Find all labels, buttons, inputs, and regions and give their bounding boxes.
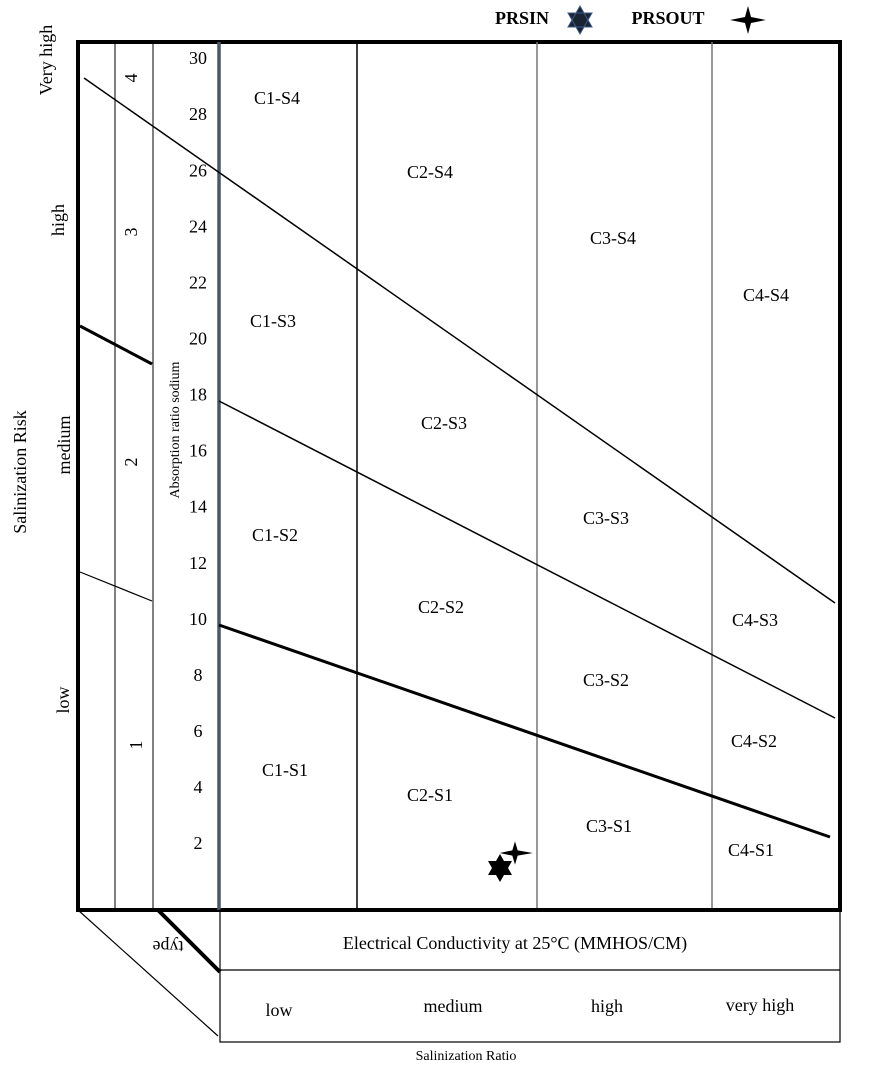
prsout-icon	[730, 6, 766, 34]
conductivity-class: medium	[424, 996, 483, 1016]
region-label: C3-S4	[590, 228, 636, 248]
risk-class: 4	[121, 74, 141, 83]
region-label: C1-S4	[254, 88, 300, 108]
risk-class: 2	[121, 458, 141, 467]
conductivity-title: Electrical Conductivity at 25°C (MMHOS/C…	[343, 933, 687, 954]
sar-tick-label: 2	[194, 833, 203, 853]
conductivity-class: very high	[726, 995, 794, 1015]
region-label: C1-S2	[252, 525, 298, 545]
sar-tick-label: 6	[194, 721, 203, 741]
sar-tick-label: 20	[189, 328, 207, 348]
risk-level: high	[48, 204, 68, 236]
sar-tick-label: 10	[189, 609, 207, 629]
risk-class: 1	[126, 741, 146, 750]
region-label: C2-S1	[407, 785, 453, 805]
region-label: C2-S3	[421, 413, 467, 433]
sar-tick-label: 26	[189, 160, 207, 180]
conductivity-class: high	[591, 996, 623, 1016]
risk-level: medium	[54, 416, 74, 475]
sar-tick-label: 8	[194, 665, 203, 685]
region-label: C4-S2	[731, 731, 777, 751]
sar-tick-label: 28	[189, 104, 207, 124]
sar-tick-label: 18	[189, 385, 207, 405]
prsin-point	[488, 854, 512, 882]
sar-axis-title: Absorption ratio sodium	[168, 361, 183, 498]
region-label: C1-S1	[262, 760, 308, 780]
sar-tick-label: 30	[189, 48, 207, 68]
prsin-icon	[567, 4, 593, 36]
risk-class: 3	[121, 228, 141, 237]
frame	[76, 40, 842, 1043]
conductivity-class: low	[266, 1000, 293, 1020]
region-label: C3-S2	[583, 670, 629, 690]
legend-label: PRSIN	[495, 8, 549, 28]
region-label: C4-S3	[732, 610, 778, 630]
legend-label: PRSOUT	[631, 8, 704, 28]
region-label: C2-S4	[407, 162, 453, 182]
sar-tick-label: 16	[189, 441, 207, 461]
risk-level: low	[53, 686, 73, 713]
sar-tick-label: 12	[189, 553, 207, 573]
risk-axis-title: Salinization Risk	[10, 410, 30, 534]
region-label: C1-S3	[250, 311, 296, 331]
type-label: type	[152, 937, 183, 957]
sar-tick-label: 14	[189, 497, 207, 517]
region-label: C2-S2	[418, 597, 464, 617]
sar-tick-label: 22	[189, 272, 207, 292]
region-label: C4-S4	[743, 285, 789, 305]
sar-tick-label: 4	[194, 777, 203, 797]
region-label: C4-S1	[728, 840, 774, 860]
risk-level: Very high	[36, 25, 56, 96]
region-label: C3-S3	[583, 508, 629, 528]
footer: Salinization Ratio	[416, 1049, 517, 1064]
prsout-point	[497, 838, 536, 868]
sar-tick-label: 24	[189, 216, 207, 236]
region-label: C3-S1	[586, 816, 632, 836]
